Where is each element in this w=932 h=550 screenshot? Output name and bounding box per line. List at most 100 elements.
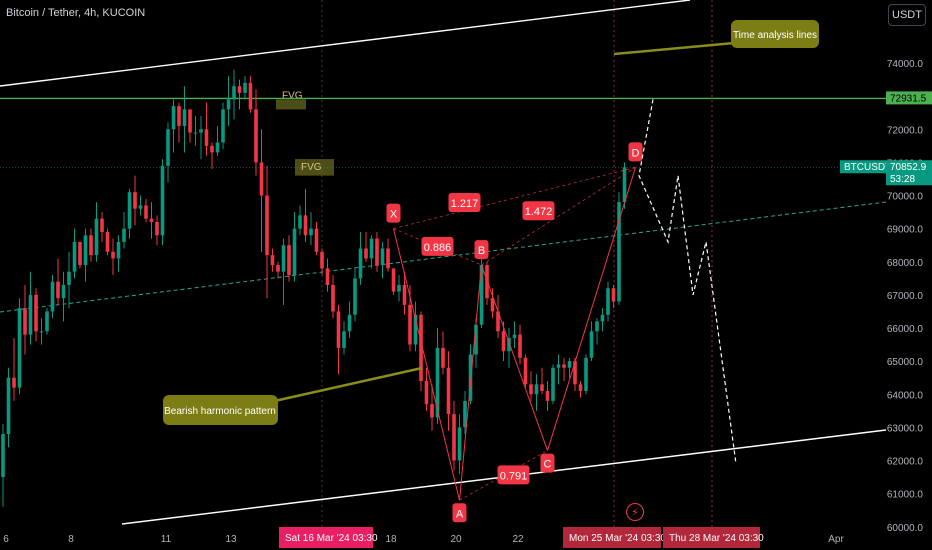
candle-body [23,308,27,335]
candle-body [507,337,511,352]
candle-body [617,202,621,302]
candle-body [490,298,495,312]
pattern-ratio-box[interactable] [497,465,530,485]
y-tick-label: 66000.0 [887,324,924,335]
x-tick-label: 22 [512,534,524,545]
candle-body [276,265,280,272]
candle-body [160,165,165,236]
candle-body [83,235,88,266]
pattern-point-marker[interactable] [474,240,489,260]
candle-body [1,434,5,478]
y-tick-label: 63000.0 [887,423,924,434]
candle-body [336,311,341,348]
candle-body [573,361,577,385]
price-label-text: 53:28 [890,174,915,185]
callout-time-analysis[interactable] [731,20,819,48]
candle-body [342,331,346,348]
price-label-box [886,91,932,105]
candle-body [287,245,291,275]
fvg-zone[interactable] [295,159,334,176]
pattern-leg [459,265,482,501]
candle-body [595,321,599,332]
currency-button[interactable]: USDT [888,4,926,26]
y-tick-label: 60000.0 [887,523,924,534]
candle-body [320,251,324,269]
callout-bearish-harmonic[interactable] [163,395,278,425]
x-highlight-label-box [663,527,760,548]
x-highlight-label-text: Sat 16 Mar '24 03:30 [285,533,378,544]
pattern-ratio-box[interactable] [421,236,454,256]
pattern-point-marker[interactable] [452,503,467,523]
candle-body [380,248,385,266]
price-label-text: 70852.9 [890,162,927,173]
candle-body [314,228,319,252]
projection-path[interactable] [638,99,737,464]
candle-body [12,377,16,388]
fvg-label: FVG [282,90,303,101]
candle-body [463,400,467,428]
x-tick-label: 13 [225,534,237,545]
candle-body [391,268,396,292]
fvg-layer: FVG FVG [276,90,334,176]
y-tick-label: 72000.0 [887,125,924,136]
candle-body [133,192,137,209]
flash-icon[interactable]: ⚡ [626,503,644,521]
pattern-point-marker[interactable] [628,142,643,162]
candle-body [523,357,528,385]
candle-body [512,334,517,338]
channel-upper-line[interactable] [0,0,691,87]
candle-body [413,314,418,345]
pattern-ratio-box[interactable] [448,192,481,212]
candle-body [408,304,412,345]
candle-body [100,218,104,232]
fvg-zone[interactable] [276,99,306,110]
candle-body [138,205,143,209]
candle-body [303,215,308,236]
callout-pointer-time [613,41,735,56]
candle-body [556,364,561,368]
candle-body [375,238,379,266]
candle-body [611,288,616,302]
candle-body [105,231,110,252]
candle-body [34,294,38,332]
y-tick-label: 67000.0 [887,291,924,302]
pattern-leg [393,228,460,501]
channel-midline[interactable] [0,201,887,313]
candle-body [210,145,214,153]
candle-body [89,235,93,256]
candle-body [28,294,33,335]
candle-body [177,106,181,126]
candle-body [622,167,627,203]
pattern-point-marker[interactable] [540,453,555,473]
candle-body [248,82,253,110]
candle-body [358,248,363,279]
price-label-box [886,172,932,186]
price-axis[interactable]: 60000.0 61000.0 62000.0 63000.0 64000.0 65000… [887,59,924,534]
candle-body [419,314,423,381]
candle-body [331,284,335,312]
chart-title: Bitcoin / Tether, 4h, KUCOIN [6,7,146,19]
candle-body [309,228,313,236]
candle-body [545,390,550,401]
pattern-ratio-box[interactable] [522,201,555,221]
pattern-point-label: X [390,209,398,221]
candle-body [215,142,220,153]
candle-body [61,284,66,299]
candle-body [364,248,368,259]
pattern-point-marker[interactable] [386,203,401,223]
candle-body [232,86,236,100]
candle-body [171,106,176,130]
candle-body [474,324,478,355]
candle-body [254,109,258,163]
candle-body [397,284,401,292]
candle-body [149,218,154,222]
candle-body [122,228,126,242]
fvg-label: FVG [301,162,322,173]
candle-body [39,331,44,333]
harmonic-pattern-layer[interactable]: X A B C D 0.886 1.217 1.472 0.791 [386,142,643,523]
candle-body [50,281,55,312]
time-axis[interactable]: 6 8 11 13 18 20 22 Apr Sat 16 Mar '24 03:30 Mon 2… [3,527,844,548]
candle-body [446,367,451,415]
